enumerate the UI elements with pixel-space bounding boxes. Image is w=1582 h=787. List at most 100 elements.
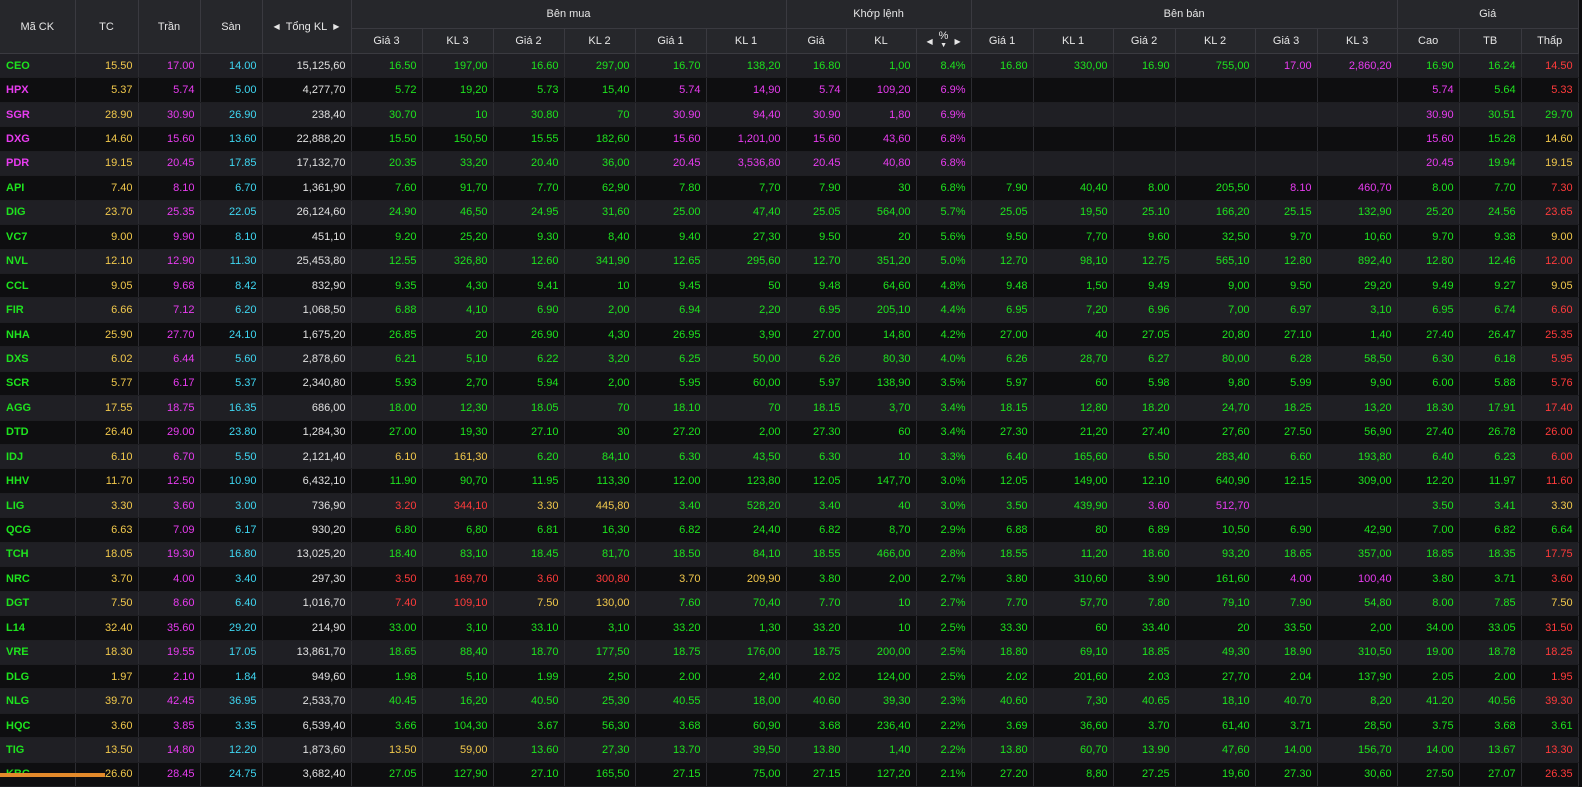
col-header-buy-price-3[interactable]: Giá 3 [351,28,423,54]
table-row[interactable]: FIR 6.66 7.12 6.20 1,068,50 6.88 4,10 6.90 2,00 6… [0,297,1579,323]
sell-price-2-cell: 18.20 [1113,395,1176,421]
table-row[interactable]: QCG 6.63 7.09 6.17 930,20 6.80 6,80 6.81 16,30 6.… [0,517,1579,543]
horizontal-scrollbar-thumb[interactable] [0,773,105,777]
match-price-cell: 20.45 [786,151,847,177]
symbol-cell[interactable]: HHV [0,468,76,494]
table-row[interactable]: VRE 18.30 19.55 17.05 13,861,70 18.65 88,40 18.… [0,640,1579,665]
symbol-cell[interactable]: CCL [0,273,76,299]
table-row[interactable]: L14 32.40 35.60 29.20 214,90 33.00 3,10 33.10 3,… [0,615,1579,641]
table-row[interactable]: DXS 6.02 6.44 5.60 2,878,60 6.21 5,10 6.22 3,20 6… [0,346,1579,372]
buy-price-1-cell: 7.60 [635,591,707,617]
symbol-cell[interactable]: HQC [0,713,76,739]
col-header-sell-vol-3[interactable]: KL 3 [1317,28,1398,54]
table-row[interactable]: DTD 26.40 29.00 23.80 1,284,30 27.00 19,30 27.1… [0,420,1579,446]
symbol-cell[interactable]: CEO [0,53,76,79]
symbol-cell[interactable]: IDJ [0,444,76,470]
symbol-cell[interactable]: QCG [0,517,76,543]
high-price-cell: 25.20 [1397,200,1460,226]
table-row[interactable]: HQC 3.60 3.85 3.35 6,539,40 3.66 104,30 3.67 56,… [0,713,1579,739]
table-row[interactable]: VC7 9.00 9.90 8.10 451,10 9.20 25,20 9.30 8,40 9.… [0,224,1579,250]
symbol-cell[interactable]: L14 [0,615,76,641]
table-row[interactable]: NVL 12.10 12.90 11.30 25,453,80 12.55 326,80 12… [0,249,1579,274]
col-header-buy-vol-3[interactable]: KL 3 [422,28,494,54]
ceiling-price-cell: 18.75 [138,395,201,421]
col-header-buy-price-2[interactable]: Giá 2 [493,28,565,54]
symbol-cell[interactable]: SGR [0,102,76,128]
buy-vol-3-cell: 19,30 [422,420,494,446]
table-row[interactable]: API 7.40 8.10 6.70 1,361,90 7.60 91,70 7.70 62,9… [0,175,1579,201]
col-header-total-volume[interactable]: ◀ Tổng KL ▶ [262,0,352,54]
symbol-cell[interactable]: DTD [0,420,76,446]
table-row[interactable]: DIG 23.70 25.35 22.05 26,124,60 24.90 46,50 24.… [0,200,1579,226]
buy-price-2-cell: 9.30 [493,224,565,250]
symbol-cell[interactable]: HPX [0,77,76,103]
table-row[interactable]: HHV 11.70 12.50 10.90 6,432,10 11.90 90,70 11.9… [0,468,1579,494]
scroll-left-icon[interactable]: ◀ [273,22,280,31]
table-row[interactable]: DGT 7.50 8.60 6.40 1,016,70 7.40 109,10 7.50 130… [0,591,1579,617]
col-header-floor[interactable]: Sàn [200,0,263,54]
sell-price-3-cell [1255,151,1318,177]
col-header-high[interactable]: Cao [1397,28,1460,54]
col-header-avg[interactable]: TB [1459,28,1522,54]
col-header-sell-price-2[interactable]: Giá 2 [1113,28,1176,54]
table-row[interactable]: TCH 18.05 19.30 16.80 13,025,20 18.40 83,10 18.… [0,542,1579,568]
symbol-cell[interactable]: LIG [0,493,76,519]
table-row[interactable]: NLG 39.70 42.45 36.95 2,533,70 40.45 16,20 40.5… [0,688,1579,714]
col-header-sell-price-3[interactable]: Giá 3 [1255,28,1318,54]
symbol-cell[interactable]: PDR [0,151,76,177]
table-row[interactable]: PDR 19.15 20.45 17.85 17,132,70 20.35 33,20 20.… [0,151,1579,177]
symbol-cell[interactable]: DIG [0,200,76,226]
col-header-sell-vol-2[interactable]: KL 2 [1175,28,1256,54]
table-row[interactable]: AGG 17.55 18.75 16.35 686,00 18.00 12,30 18.05 7… [0,395,1579,421]
table-row[interactable]: SCR 5.77 6.17 5.37 2,340,80 5.93 2,70 5.94 2,00 5… [0,371,1579,397]
col-header-buy-vol-2[interactable]: KL 2 [564,28,636,54]
symbol-cell[interactable]: VRE [0,640,76,665]
table-row[interactable]: NRC 3.70 4.00 3.40 297,30 3.50 169,70 3.60 300,8… [0,566,1579,592]
symbol-cell[interactable]: AGG [0,395,76,421]
col-header-ceiling[interactable]: Trần [138,0,201,54]
symbol-cell[interactable]: DXS [0,346,76,372]
table-row[interactable]: CCL 9.05 9.68 8.42 832,90 9.35 4,30 9.41 10 9.45 5… [0,273,1579,299]
symbol-cell[interactable]: VC7 [0,224,76,250]
symbol-cell[interactable]: DXG [0,126,76,152]
symbol-cell[interactable]: NRC [0,566,76,592]
table-row[interactable]: IDJ 6.10 6.70 5.50 2,121,40 6.10 161,30 6.20 84,… [0,444,1579,470]
table-row[interactable]: DXG 14.60 15.60 13.60 22,888,20 15.50 150,50 15… [0,126,1579,152]
symbol-cell[interactable]: FIR [0,297,76,323]
symbol-cell[interactable]: NLG [0,688,76,714]
col-header-ref[interactable]: TC [75,0,139,54]
symbol-cell[interactable]: API [0,175,76,201]
toggle-right-icon[interactable]: ▶ [954,36,961,46]
table-row[interactable]: LIG 3.30 3.60 3.00 736,90 3.20 344,10 3.30 445,8… [0,493,1579,519]
col-header-match-percent[interactable]: ◀ % ▼ ▶ [916,28,972,54]
sell-vol-3-cell: 10,60 [1317,224,1398,250]
low-price-cell: 7.30 [1521,175,1579,201]
table-row[interactable]: CEO 15.50 17.00 14.00 15,125,60 16.50 197,00 16… [0,53,1579,79]
col-header-sell-price-1[interactable]: Giá 1 [971,28,1034,54]
table-row[interactable]: HPX 5.37 5.74 5.00 4,277,70 5.72 19,20 5.73 15,4… [0,77,1579,103]
symbol-cell[interactable]: TIG [0,737,76,763]
col-header-sell-vol-1[interactable]: KL 1 [1033,28,1114,54]
col-header-buy-price-1[interactable]: Giá 1 [635,28,707,54]
col-header-buy-vol-1[interactable]: KL 1 [706,28,787,54]
avg-price-cell: 7.70 [1459,175,1522,201]
col-header-low[interactable]: Thấp [1521,28,1579,54]
low-price-cell: 5.33 [1521,77,1579,103]
col-header-match-volume[interactable]: KL [846,28,917,54]
symbol-cell[interactable]: NVL [0,249,76,274]
table-row[interactable]: SGR 28.90 30.90 26.90 238,40 30.70 10 30.80 70 30… [0,102,1579,128]
scroll-right-icon[interactable]: ▶ [333,22,340,31]
symbol-cell[interactable]: NHA [0,322,76,348]
sell-vol-1-cell: 149,00 [1033,468,1114,494]
sell-vol-3-cell: 137,90 [1317,664,1398,690]
table-row[interactable]: TIG 13.50 14.80 12.20 1,873,60 13.50 59,00 13.6… [0,737,1579,763]
symbol-cell[interactable]: TCH [0,542,76,568]
table-row[interactable]: NHA 25.90 27.70 24.10 1,675,20 26.85 20 26.90 4,… [0,322,1579,348]
symbol-cell[interactable]: DGT [0,591,76,617]
symbol-cell[interactable]: SCR [0,371,76,397]
table-row[interactable]: DLG 1.97 2.10 1.84 949,60 1.98 5,10 1.99 2,50 2.0… [0,664,1579,690]
col-header-symbol[interactable]: Mã CK [0,0,76,54]
symbol-cell[interactable]: DLG [0,664,76,690]
toggle-left-icon[interactable]: ◀ [926,36,933,46]
col-header-match-price[interactable]: Giá [786,28,847,54]
